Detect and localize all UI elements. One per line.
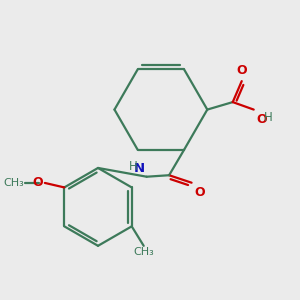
Text: O: O bbox=[236, 64, 247, 76]
Text: O: O bbox=[195, 186, 205, 199]
Text: CH₃: CH₃ bbox=[133, 247, 154, 257]
Text: O: O bbox=[33, 176, 43, 188]
Text: O: O bbox=[257, 112, 267, 126]
Text: H: H bbox=[264, 111, 272, 124]
Text: H: H bbox=[129, 160, 138, 173]
Text: N: N bbox=[134, 162, 145, 175]
Text: CH₃: CH₃ bbox=[3, 178, 24, 188]
